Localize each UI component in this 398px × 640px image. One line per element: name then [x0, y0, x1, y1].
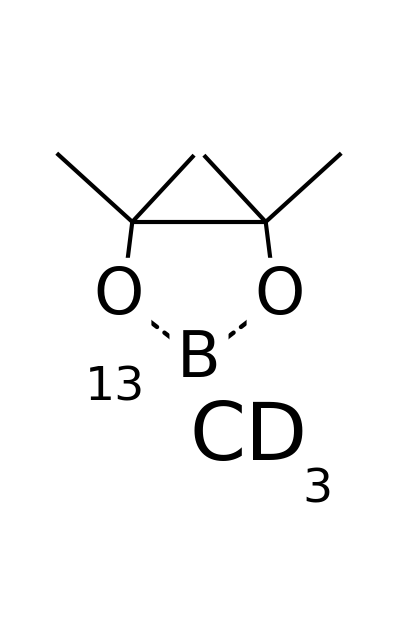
Text: O: O	[94, 266, 144, 328]
Text: O: O	[254, 266, 304, 328]
Text: CD: CD	[189, 399, 307, 477]
Text: B: B	[177, 328, 221, 390]
Text: 3: 3	[302, 467, 332, 512]
Text: 13: 13	[85, 365, 145, 410]
